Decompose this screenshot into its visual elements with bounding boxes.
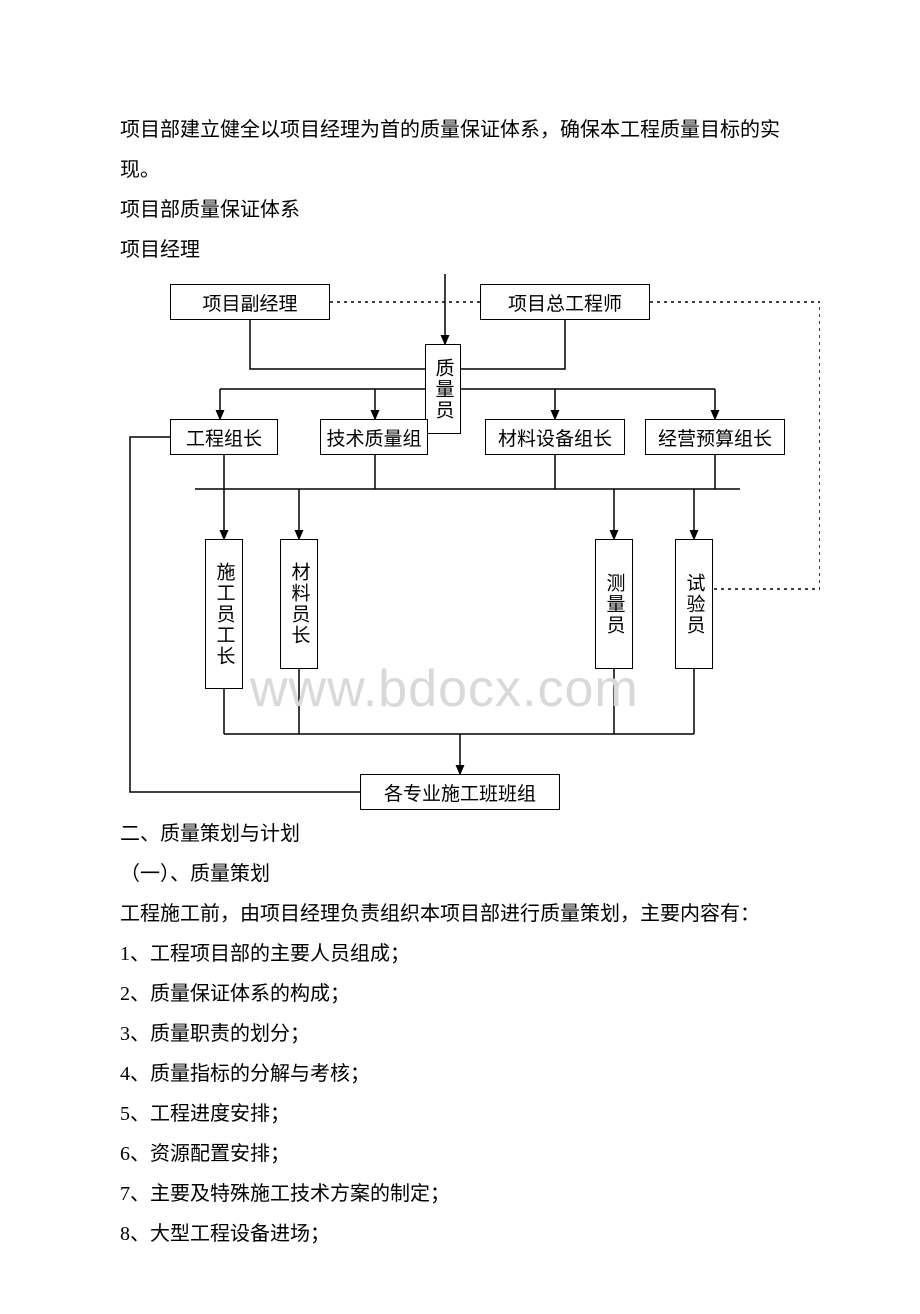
- body-line-3: 1、工程项目部的主要人员组成；: [120, 934, 800, 974]
- body-line-4: 2、质量保证体系的构成；: [120, 974, 800, 1014]
- body-line-7: 5、工程进度安排；: [120, 1094, 800, 1134]
- body-line-5: 3、质量职责的划分；: [120, 1014, 800, 1054]
- node-tech: 技术质量组: [320, 419, 428, 455]
- node-cons: 施工员工长: [205, 539, 243, 689]
- body-line-0: 二、质量策划与计划: [120, 814, 800, 854]
- node-eng: 工程组长: [170, 419, 278, 455]
- node-deputy: 项目副经理: [170, 284, 330, 320]
- node-survey: 测量员: [595, 539, 633, 669]
- node-mat: 材料设备组长: [485, 419, 625, 455]
- body-line-10: 8、大型工程设备进场；: [120, 1214, 800, 1254]
- node-quality: 质量员: [425, 344, 461, 434]
- body-line-8: 6、资源配置安排；: [120, 1134, 800, 1174]
- node-chief: 项目总工程师: [480, 284, 650, 320]
- body-line-6: 4、质量指标的分解与考核；: [120, 1054, 800, 1094]
- intro-3: 项目经理: [120, 230, 800, 270]
- intro-1: 项目部建立健全以项目经理为首的质量保证体系，确保本工程质量目标的实现。: [120, 110, 800, 190]
- body-line-1: （一）、质量策划: [120, 854, 800, 894]
- intro-2: 项目部质量保证体系: [120, 190, 800, 230]
- body-line-2: 工程施工前，由项目经理负责组织本项目部进行质量策划，主要内容有：: [120, 894, 800, 934]
- body-text: 二、质量策划与计划（一）、质量策划工程施工前，由项目经理负责组织本项目部进行质量…: [120, 814, 800, 1254]
- node-matstaff: 材料员长: [280, 539, 318, 669]
- node-biz: 经营预算组长: [645, 419, 785, 455]
- body-line-9: 7、主要及特殊施工技术方案的制定；: [120, 1174, 800, 1214]
- org-chart: 项目副经理 项目总工程师质量员工程组长 技术质量组 材料设备组长经营预算组长施工员工长…: [120, 274, 820, 814]
- node-teams: 各专业施工班班组: [360, 774, 560, 810]
- node-test: 试验员: [675, 539, 713, 669]
